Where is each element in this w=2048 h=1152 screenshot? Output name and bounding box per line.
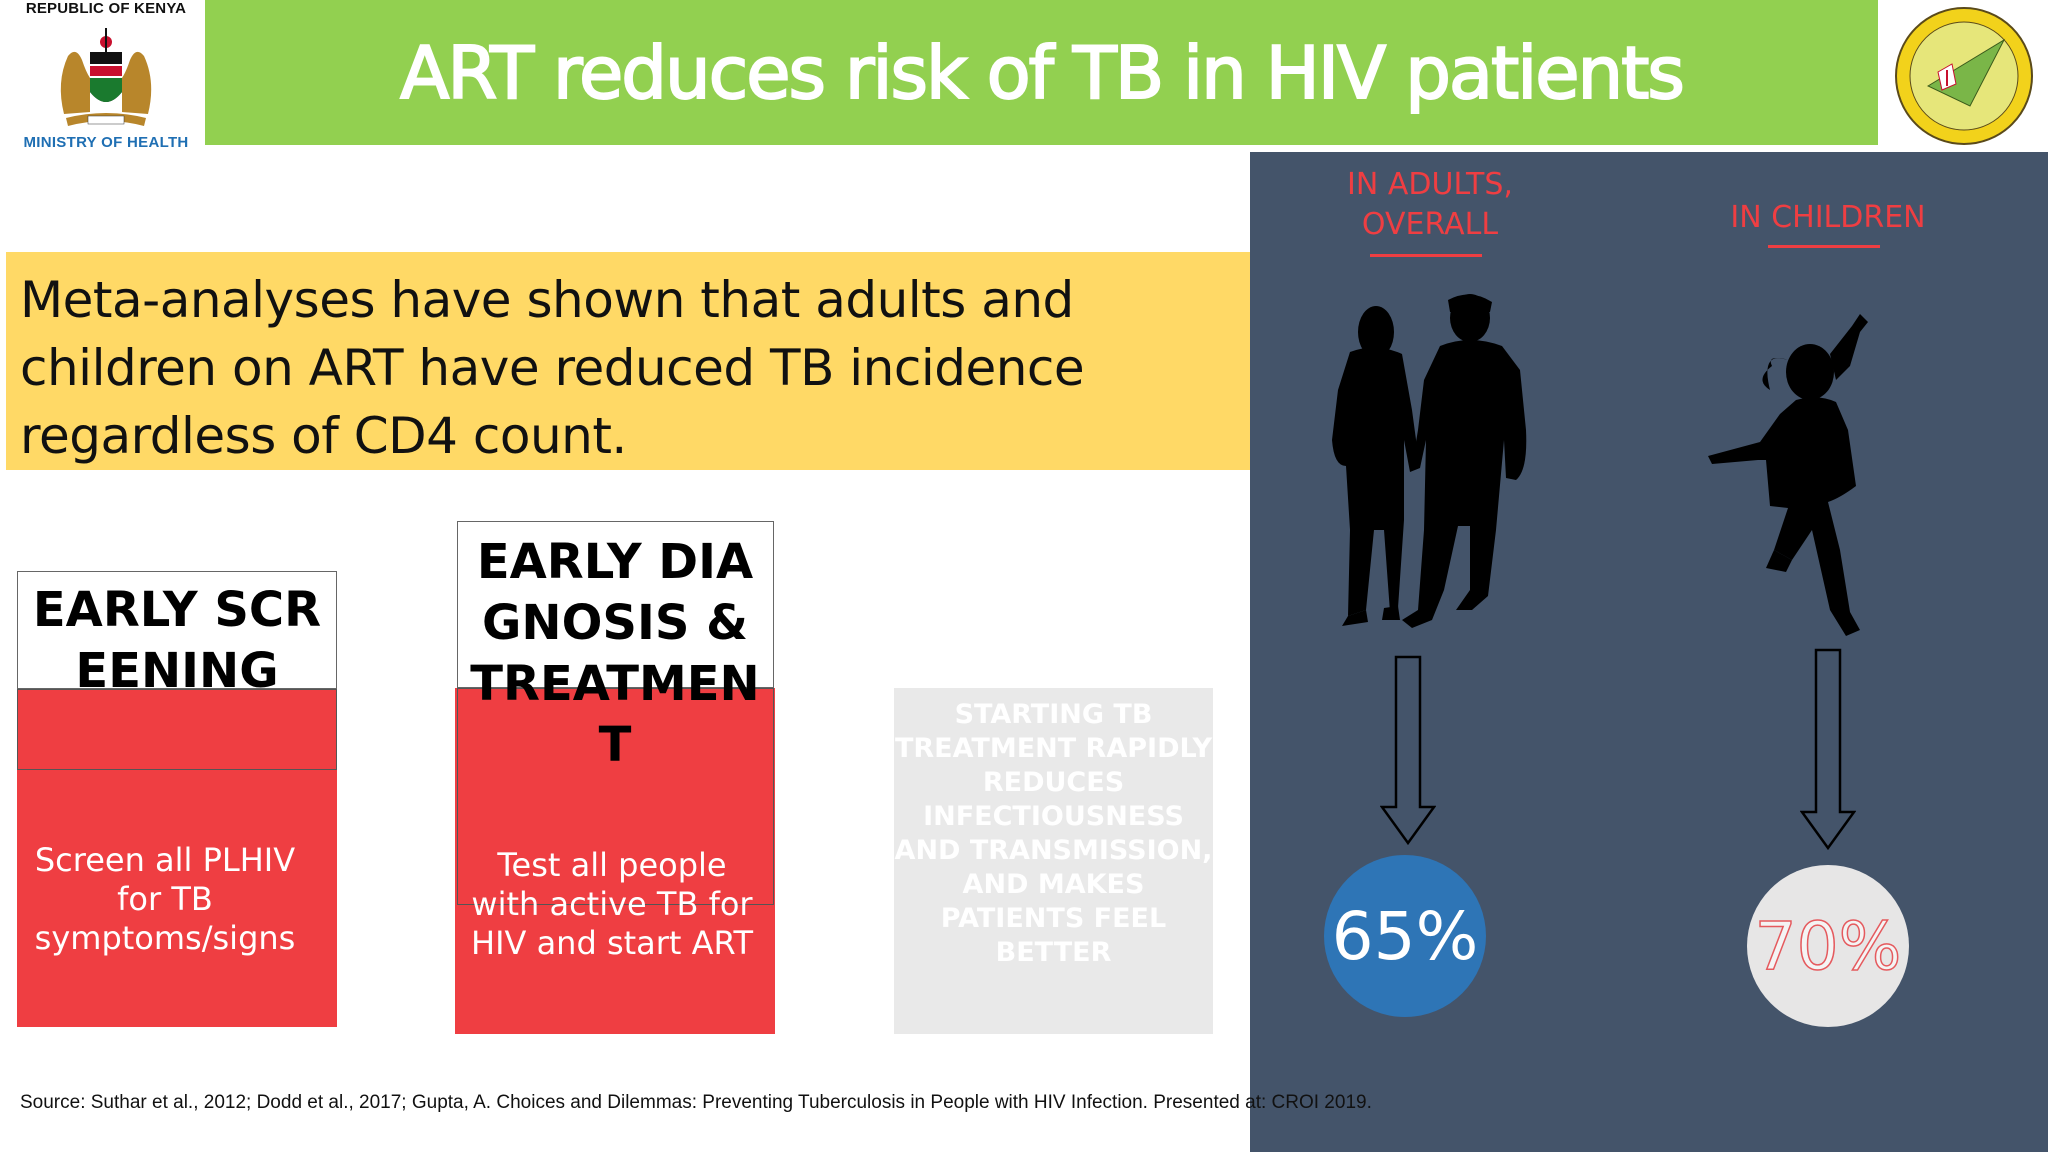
card-diagnosis-heading: EARLY DIAGNOSIS & TREATMENT: [470, 534, 760, 773]
adults-silhouette-icon: [1332, 294, 1527, 628]
children-reduction-value: 70%: [1754, 907, 1902, 986]
adults-down-arrow-icon: [1380, 655, 1436, 845]
kenya-ministry-logo: REPUBLIC OF KENYA MINISTRY OF HEALTH: [8, 0, 204, 151]
card-diagnosis-body: Test all people with active TB for HIV a…: [471, 846, 753, 962]
children-down-arrow-icon: [1800, 648, 1856, 850]
treatment-benefit-card: [894, 688, 1213, 1034]
card-diagnosis-header-frame: [457, 688, 774, 905]
adults-label: IN ADULTS, OVERALL: [1347, 167, 1513, 242]
card-screening-heading: EARLY SCREENING: [32, 582, 322, 699]
logo-bottom-text: MINISTRY OF HEALTH: [23, 134, 189, 151]
adults-reduction-value: 65%: [1331, 897, 1479, 975]
key-message-callout: Meta-analyses have shown that adults and…: [6, 252, 1250, 470]
key-message-text: Meta-analyses have shown that adults and…: [20, 271, 1085, 465]
children-label: IN CHILDREN: [1730, 200, 1926, 235]
card-diagnosis-header: [457, 521, 774, 688]
children-reduction-circle: 70%: [1747, 865, 1909, 1027]
card-screening-header: [17, 571, 337, 689]
title-bar: ART reduces risk of TB in HIV patients: [205, 0, 1878, 145]
ntlp-logo-icon: [1895, 7, 2033, 145]
card-screening-header-frame: [17, 689, 337, 770]
card-diagnosis-background: [455, 688, 775, 1034]
card-screening-body: Screen all PLHIV for TB symptoms/signs: [34, 841, 296, 957]
source-citation: Source: Suthar et al., 2012; Dodd et al.…: [20, 1092, 1372, 1113]
logo-top-text: REPUBLIC OF KENYA: [25, 0, 187, 17]
children-label-underline: [1768, 245, 1880, 248]
card-screening-background: [17, 689, 337, 1027]
adults-reduction-circle: 65%: [1324, 855, 1486, 1017]
page-title: ART reduces risk of TB in HIV patients: [399, 30, 1686, 116]
coat-of-arms-icon: [60, 28, 152, 126]
treatment-benefit-text: STARTING TB TREATMENT RAPIDLY REDUCES IN…: [894, 699, 1213, 968]
child-silhouette-icon: [1708, 314, 1868, 636]
adults-label-underline: [1370, 254, 1482, 257]
